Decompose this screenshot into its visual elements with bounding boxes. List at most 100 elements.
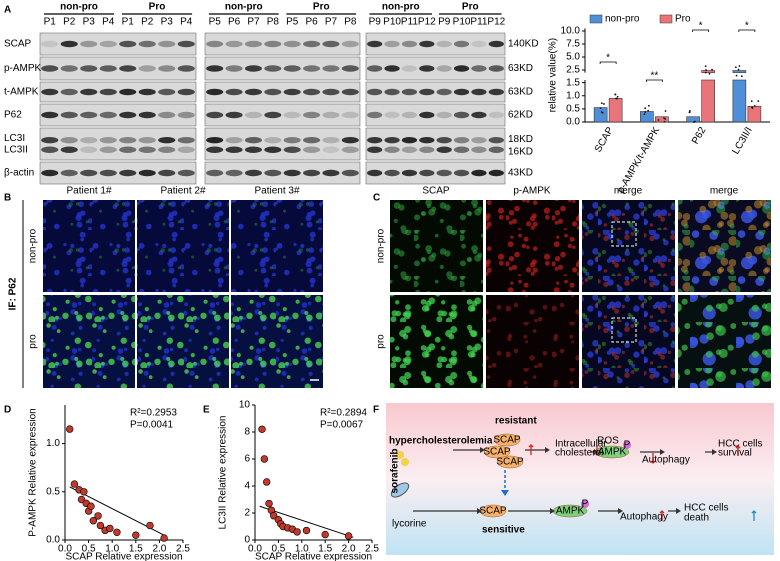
change-arrow: [650, 453, 656, 464]
lane-label: P8: [344, 17, 357, 28]
pill: [390, 482, 410, 498]
dot: [735, 74, 738, 77]
panel-letter: F: [373, 405, 379, 416]
point: [87, 502, 95, 510]
blot-band: [401, 40, 418, 48]
blot-band: [488, 169, 504, 177]
dot: [751, 107, 754, 109]
diagram-label: HCC cells: [684, 503, 728, 514]
blot-strip: [365, 127, 506, 161]
blot-band: [119, 136, 137, 144]
point: [344, 532, 353, 540]
x-tick-label: 2.0: [152, 544, 166, 555]
blot-band: [177, 65, 195, 72]
x-axis-label: SCAP Relative expression: [65, 552, 182, 561]
blot-band: [244, 40, 262, 48]
blot-band: [206, 169, 224, 177]
x-tick-label: P62: [690, 125, 709, 146]
blot-band: [80, 146, 98, 153]
diagram-label: lycorine: [392, 519, 427, 530]
blot-band: [436, 146, 452, 153]
blot-band: [206, 111, 224, 119]
column-header: Patient 3#: [254, 186, 299, 197]
blot-band: [322, 40, 340, 48]
blot-band: [158, 111, 176, 119]
blot-strip: [39, 32, 197, 56]
blot-band: [158, 40, 176, 48]
blot-band: [367, 136, 383, 144]
row-label: pro: [376, 334, 387, 349]
diagram-label: resistant: [495, 416, 537, 427]
dot: [711, 68, 713, 71]
blot-strip: [204, 127, 361, 161]
blot-band: [264, 40, 282, 48]
blot-band: [453, 136, 470, 144]
bar: [747, 105, 762, 123]
dot: [704, 65, 707, 68]
x-axis-label: SCAP Relative expression: [255, 552, 372, 561]
size-label: 63KD: [508, 87, 533, 98]
diagram-label: Autophagy: [620, 512, 668, 523]
dot: [616, 95, 619, 98]
point: [146, 521, 154, 530]
x-tick-label: 0.0: [58, 544, 72, 555]
lane-label: P3: [161, 17, 174, 28]
blot-band: [471, 88, 487, 96]
dot: [600, 102, 603, 105]
blot-band: [41, 146, 59, 153]
blot-band: [225, 40, 243, 48]
point: [160, 534, 168, 542]
point: [293, 528, 301, 536]
stat-label: R²=0.2953: [130, 408, 177, 419]
y-tick-label: 0.0: [46, 535, 60, 546]
significance: *: [699, 21, 703, 32]
blot-band: [419, 111, 435, 119]
blot-strip: [39, 103, 197, 127]
size-label: 140KD: [508, 39, 539, 50]
row-label: LC3II: [4, 144, 28, 155]
blot-band: [177, 136, 195, 144]
diagram-label: Intracellular: [555, 439, 607, 450]
y-tick-label: 2.5: [566, 65, 580, 76]
blot-band: [303, 88, 321, 96]
panel-letter: B: [4, 193, 11, 204]
blot-band: [384, 136, 400, 144]
blot-band: [471, 40, 487, 48]
blot-strip: [204, 103, 361, 127]
blot-band: [384, 88, 400, 96]
blot-band: [60, 111, 78, 119]
blot-band: [341, 169, 359, 177]
blot-band: [99, 65, 117, 72]
blot-band: [119, 146, 137, 153]
point: [77, 495, 86, 504]
blot-band: [80, 169, 98, 177]
blot-band: [60, 169, 78, 177]
blot-band: [283, 40, 301, 48]
blot-band: [488, 146, 504, 153]
blot-band: [206, 40, 224, 48]
dot: [750, 100, 753, 103]
blot-band: [419, 40, 435, 48]
y-tick-label: 1.0: [46, 438, 60, 449]
blot-band: [158, 65, 176, 72]
row-label: non-pro: [376, 228, 387, 263]
size-label: 62KD: [508, 110, 533, 121]
dot: [737, 68, 740, 71]
blot-band: [119, 111, 137, 119]
diagram-label: P: [582, 499, 589, 510]
blot-band: [225, 111, 243, 119]
blot-band: [367, 111, 383, 119]
blot-band: [384, 40, 400, 48]
blot-band: [206, 136, 224, 144]
blot-strip: [365, 103, 506, 127]
blot-band: [138, 146, 156, 153]
diagram-label: death: [684, 513, 709, 524]
column-header: SCAP: [422, 186, 450, 197]
arrowhead: [712, 449, 717, 455]
blot-strip: [204, 161, 361, 185]
legend-label: Pro: [675, 14, 691, 25]
blot-band: [283, 136, 301, 144]
blot-band: [341, 136, 359, 144]
dot: [663, 120, 666, 123]
